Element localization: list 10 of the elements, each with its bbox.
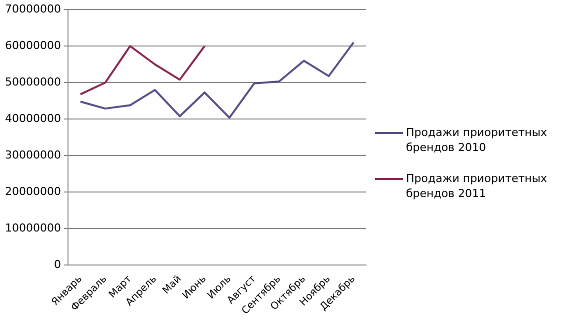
- y-tick-label: 70000000: [4, 2, 61, 16]
- y-tick-label: 0: [54, 258, 61, 272]
- legend-label: Продажи приоритетных брендов 2010: [406, 125, 548, 155]
- y-tick-label: 30000000: [4, 148, 61, 162]
- y-tick-label: 60000000: [4, 38, 61, 52]
- legend-label: Продажи приоритетных брендов 2011: [406, 171, 548, 201]
- y-tick-label: 10000000: [4, 222, 61, 235]
- y-tick-label: 40000000: [4, 112, 61, 126]
- y-tick-label: 20000000: [4, 185, 61, 198]
- y-tick-label: 50000000: [4, 75, 61, 88]
